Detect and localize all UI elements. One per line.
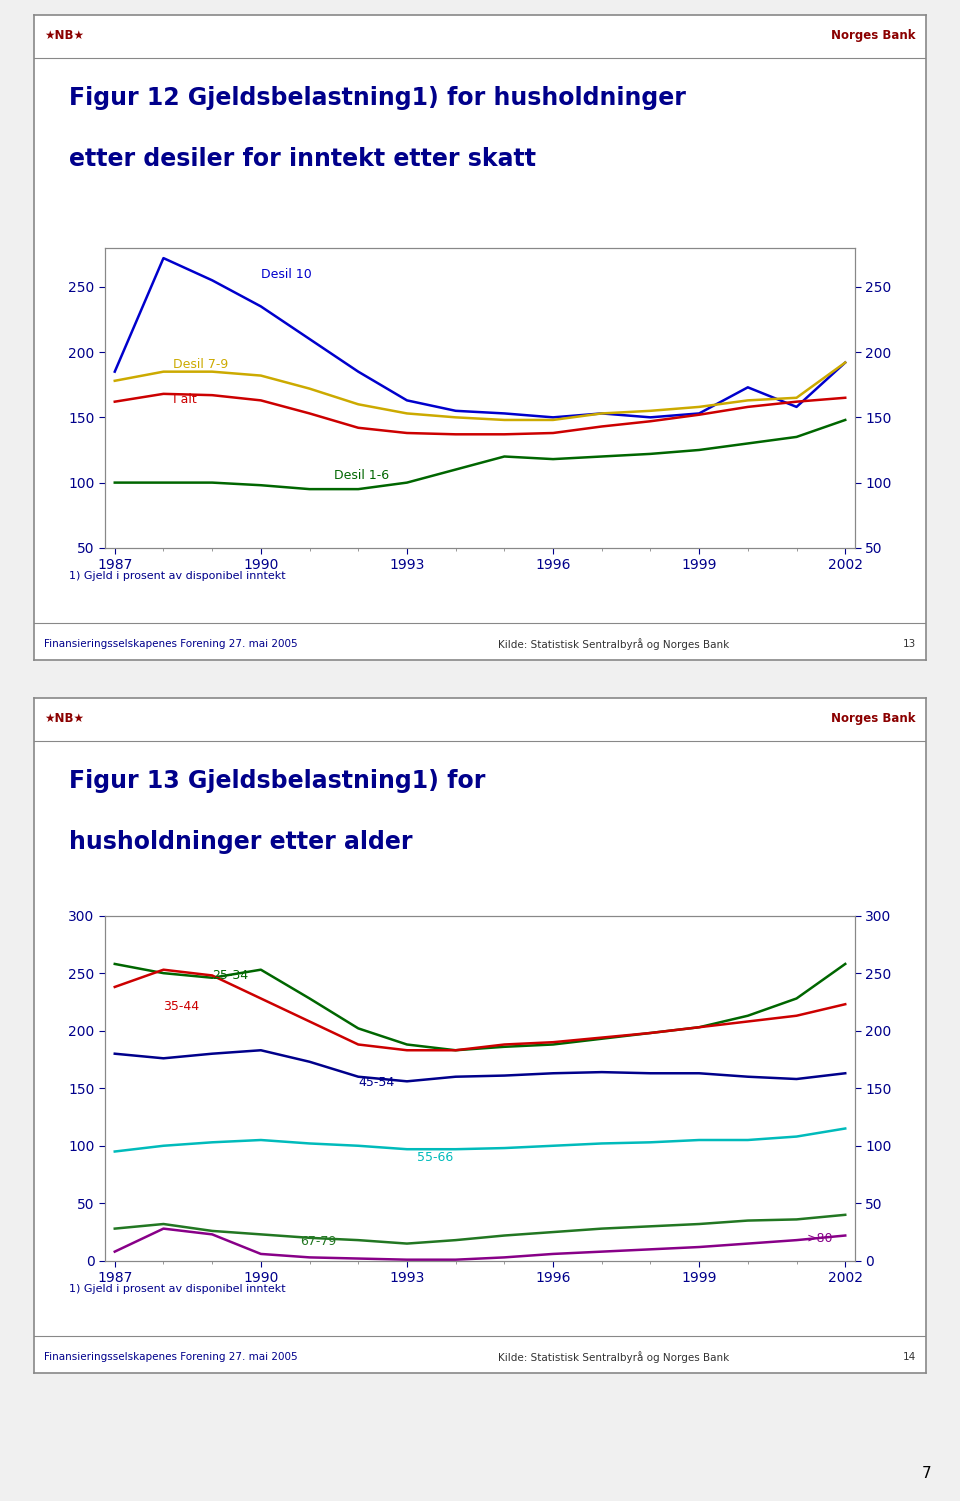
Text: >80: >80 (806, 1232, 832, 1246)
Text: Kilde: Statistisk Sentralbyrå og Norges Bank: Kilde: Statistisk Sentralbyrå og Norges … (498, 1351, 729, 1363)
Text: Finansieringsselskapenes Forening 27. mai 2005: Finansieringsselskapenes Forening 27. ma… (44, 1352, 298, 1363)
Text: Norges Bank: Norges Bank (831, 711, 916, 725)
Text: 13: 13 (902, 639, 916, 650)
Text: 45-54: 45-54 (358, 1076, 395, 1088)
Text: Desil 10: Desil 10 (261, 267, 312, 281)
Text: husholdninger etter alder: husholdninger etter alder (69, 830, 413, 854)
Text: 25-34: 25-34 (212, 970, 249, 982)
Text: 1) Gjeld i prosent av disponibel inntekt: 1) Gjeld i prosent av disponibel inntekt (69, 1285, 286, 1294)
Text: I alt: I alt (173, 393, 197, 405)
Text: ★NB★: ★NB★ (44, 711, 84, 725)
Text: ★NB★: ★NB★ (44, 29, 84, 42)
Text: 67-79: 67-79 (300, 1235, 336, 1247)
Text: Desil 1-6: Desil 1-6 (334, 468, 389, 482)
Text: Figur 13 Gjeldsbelastning1) for: Figur 13 Gjeldsbelastning1) for (69, 769, 486, 793)
Text: Figur 12 Gjeldsbelastning1) for husholdninger: Figur 12 Gjeldsbelastning1) for husholdn… (69, 86, 686, 110)
Text: 35-44: 35-44 (163, 1000, 200, 1013)
Text: etter desiler for inntekt etter skatt: etter desiler for inntekt etter skatt (69, 147, 537, 171)
Text: Finansieringsselskapenes Forening 27. mai 2005: Finansieringsselskapenes Forening 27. ma… (44, 639, 298, 650)
Text: 14: 14 (902, 1352, 916, 1363)
Text: 55-66: 55-66 (417, 1151, 453, 1163)
Text: 1) Gjeld i prosent av disponibel inntekt: 1) Gjeld i prosent av disponibel inntekt (69, 572, 286, 581)
Text: Desil 7-9: Desil 7-9 (173, 357, 228, 371)
Text: Norges Bank: Norges Bank (831, 29, 916, 42)
Text: Kilde: Statistisk Sentralbyrå og Norges Bank: Kilde: Statistisk Sentralbyrå og Norges … (498, 638, 729, 650)
Text: 7: 7 (922, 1466, 931, 1481)
